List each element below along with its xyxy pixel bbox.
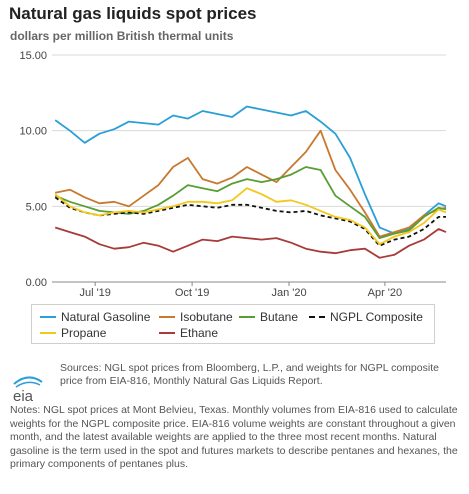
line-chart: 15.00 10.00 5.00 0.00 Jul '19 Oct '19 Jan '20… — [19, 50, 447, 299]
eia-logo-text: eia — [13, 388, 34, 404]
source-note: Sources: NGL spot prices from Bloomberg,… — [60, 362, 439, 387]
eia-logo: eia — [13, 376, 43, 404]
series-line-natural-gasoline — [54, 105, 447, 235]
y-tick-label: 10.00 — [19, 126, 47, 138]
legend-item-butane: Butane — [239, 310, 298, 324]
legend-label: Natural Gasoline — [61, 310, 151, 324]
legend-swatch — [40, 316, 56, 318]
chart-title: Natural gas liquids spot prices — [9, 4, 257, 23]
chart-subtitle: dollars per million British thermal unit… — [10, 29, 234, 43]
legend-label: NGPL Composite — [330, 310, 423, 324]
x-tick-label: Jan '20 — [271, 287, 306, 299]
x-tick-label: Apr '20 — [368, 287, 403, 299]
gridlines — [52, 54, 446, 283]
legend-swatch — [309, 316, 325, 318]
legend-label: Isobutane — [180, 310, 233, 324]
legend-item-natural-gasoline: Natural Gasoline — [40, 310, 150, 324]
series-line-ngpl-composite — [54, 196, 446, 247]
x-tick-label: Oct '19 — [175, 287, 210, 299]
legend-item-ethane: Ethane — [159, 326, 218, 340]
y-tick-label: 15.00 — [19, 50, 47, 62]
legend: Natural Gasoline Isobutane Butane NGPL C… — [31, 304, 435, 344]
series-lines — [54, 105, 447, 259]
x-axis: Jul '19 Oct '19 Jan '20 Apr '20 — [79, 282, 402, 299]
legend-swatch — [159, 316, 175, 318]
series-line-propane — [54, 187, 447, 246]
legend-item-propane: Propane — [40, 326, 106, 340]
legend-swatch — [239, 316, 255, 318]
y-tick-label: 5.00 — [26, 201, 47, 213]
series-line-ethane — [54, 226, 447, 259]
x-tick-label: Jul '19 — [79, 287, 110, 299]
notes: Notes: NGL spot prices at Mont Belvieu, … — [10, 404, 458, 470]
legend-item-isobutane: Isobutane — [159, 310, 233, 324]
series-line-isobutane — [55, 129, 447, 238]
y-tick-label: 0.00 — [26, 277, 47, 289]
legend-swatch — [159, 332, 175, 334]
y-axis: 15.00 10.00 5.00 0.00 — [19, 50, 47, 289]
legend-label: Propane — [61, 326, 107, 340]
legend-label: Ethane — [180, 326, 219, 340]
legend-label: Butane — [260, 310, 299, 324]
legend-item-ngpl-composite: NGPL Composite — [309, 310, 423, 324]
legend-swatch — [40, 332, 56, 334]
